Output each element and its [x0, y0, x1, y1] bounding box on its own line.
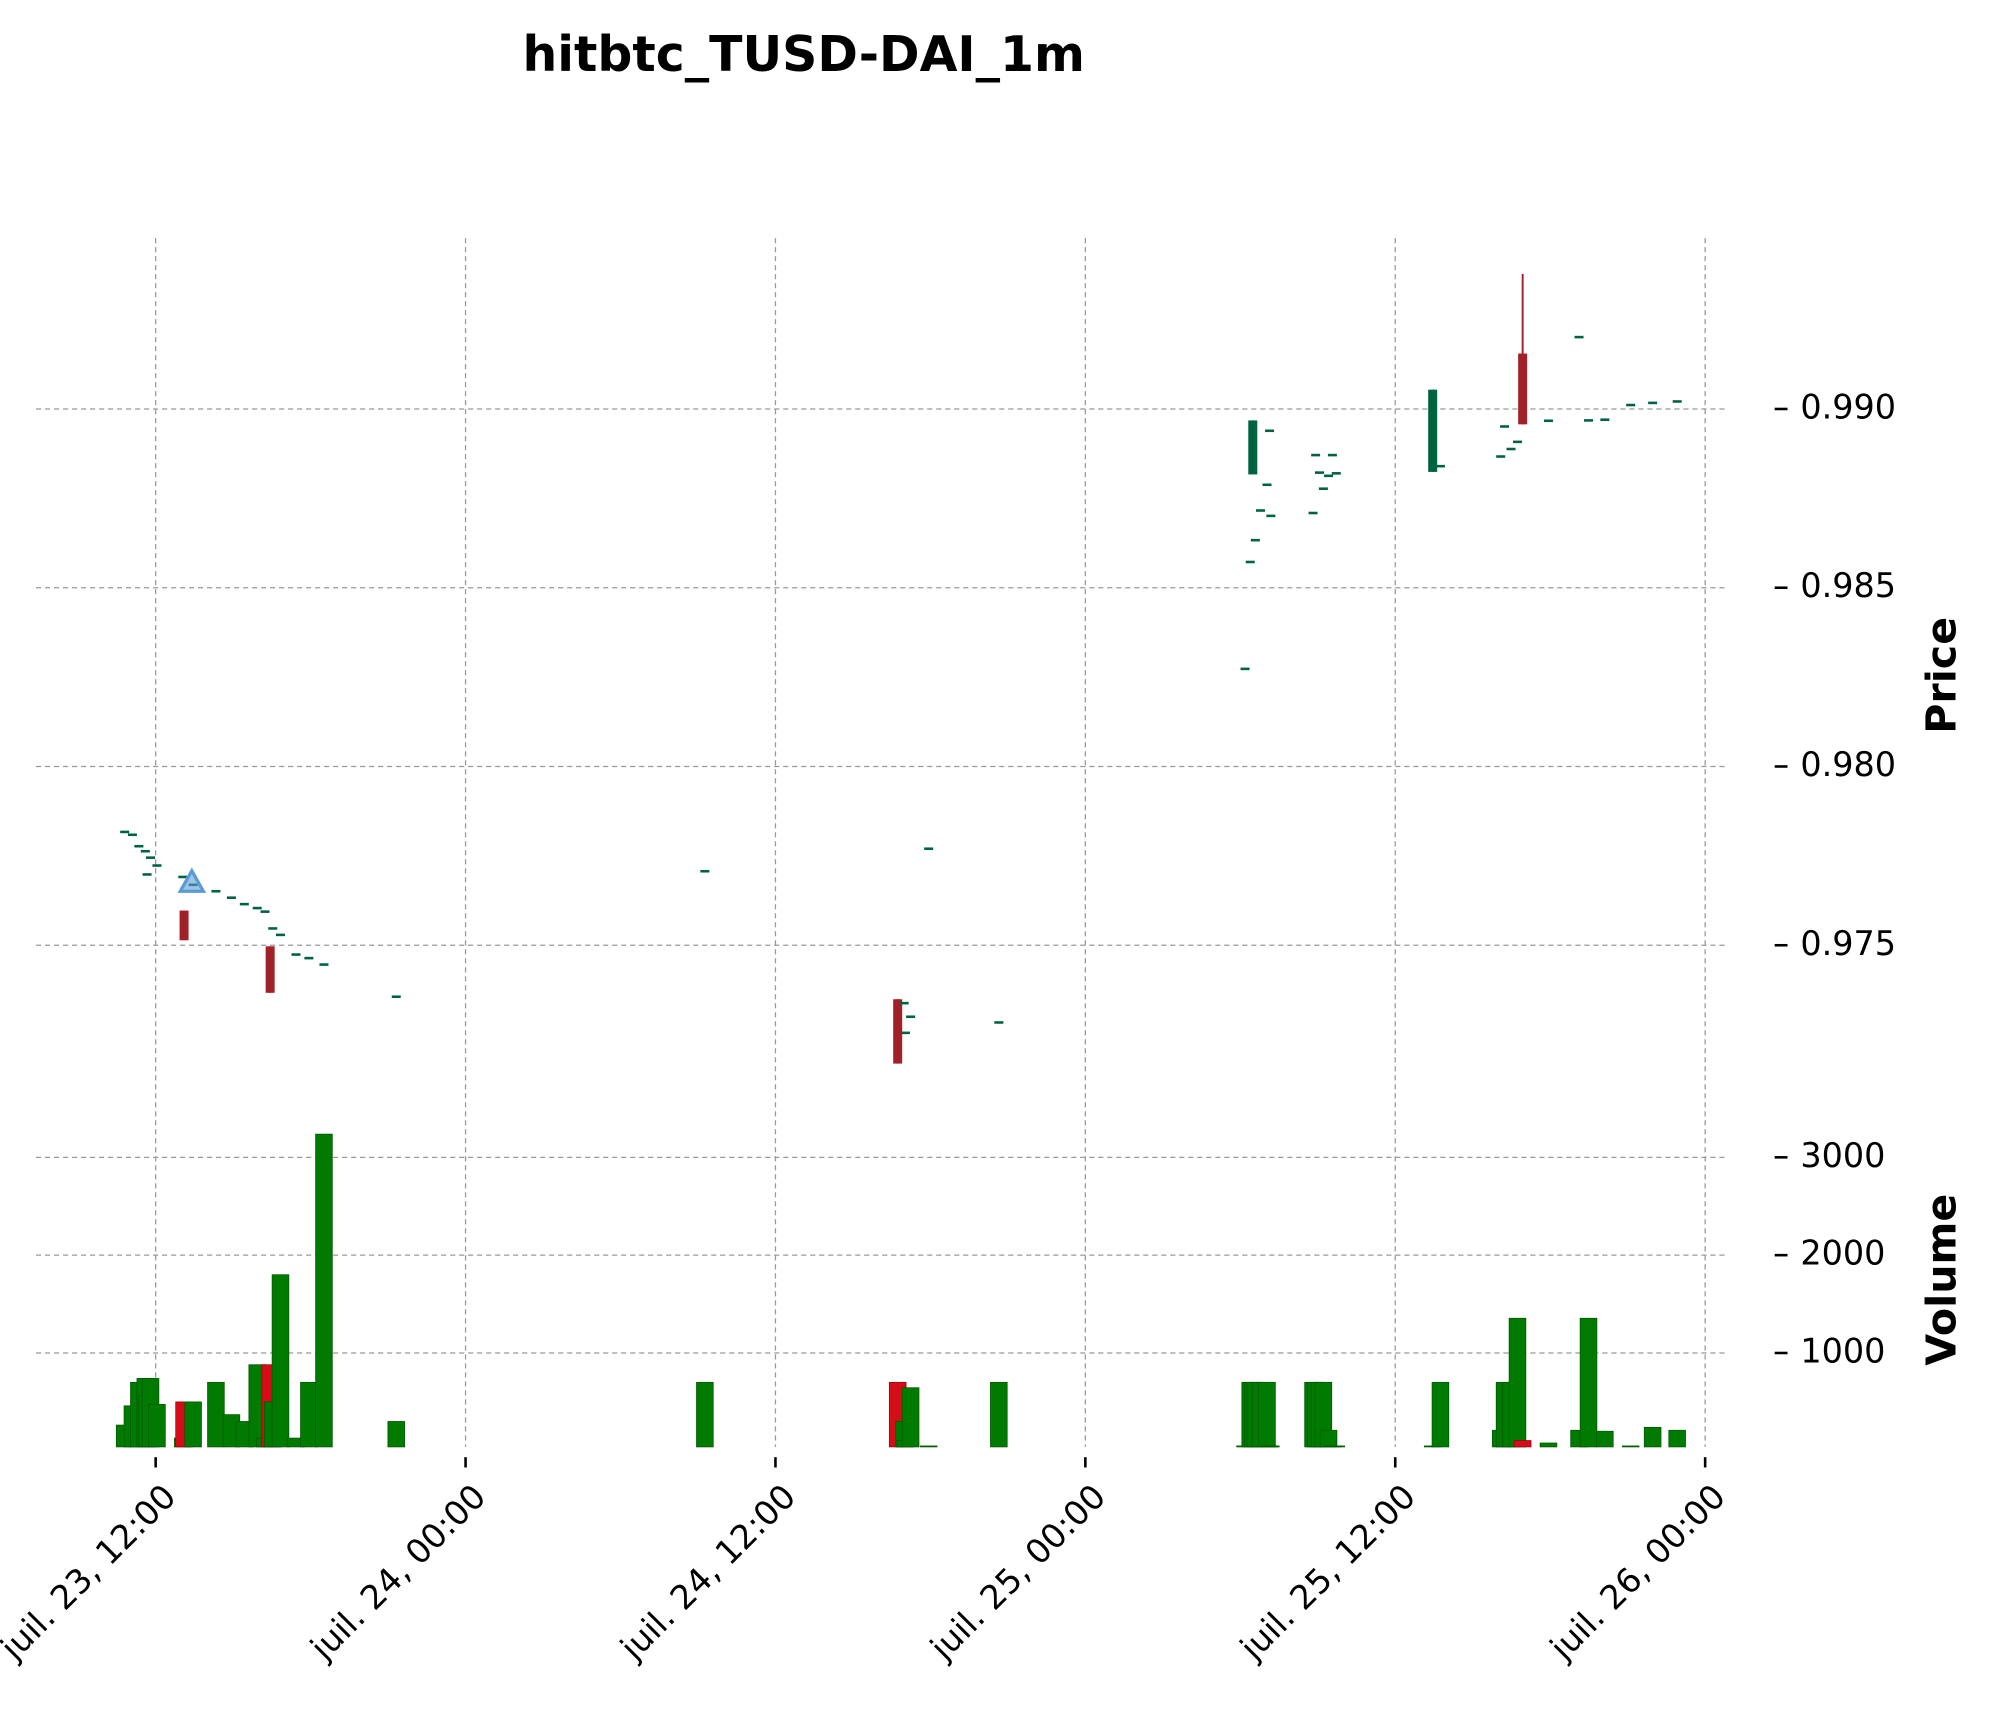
candle-body [994, 1021, 1004, 1024]
candle-body [226, 896, 236, 899]
x-tick-label: juil. 26, 00:00 [1542, 1477, 1733, 1668]
candle-body [893, 999, 903, 1064]
x-tick-label: juil. 24, 12:00 [612, 1477, 803, 1668]
candle-body [1543, 419, 1553, 423]
candle-body [1256, 509, 1266, 512]
candle-body [291, 953, 301, 956]
candle-body [1324, 474, 1334, 478]
chart-title: hitbtc_TUSD-DAI_1m [523, 26, 1085, 83]
volume-bar [1513, 1440, 1532, 1448]
volume-bar [1596, 1430, 1614, 1448]
candle-body [1240, 667, 1250, 671]
candle-body [179, 910, 189, 941]
candle-body [924, 847, 934, 851]
volume-bar [1319, 1429, 1338, 1448]
volume-bar [1431, 1381, 1450, 1448]
volume-bar [1643, 1426, 1662, 1448]
volume-bar [207, 1381, 225, 1448]
volume-bar [271, 1274, 290, 1448]
candle-body [239, 902, 249, 906]
volume-bar [901, 1387, 920, 1448]
volume-bar [300, 1381, 318, 1448]
candle-body [900, 1031, 910, 1035]
candle-body [127, 833, 137, 837]
candle-body [1506, 447, 1516, 451]
candle-body [1318, 487, 1328, 490]
volume-tick-label: 3000 [1800, 1136, 1885, 1175]
candle-body [1584, 419, 1594, 422]
y-axis-label: Price [1917, 617, 1965, 734]
volume-bar [1327, 1445, 1346, 1448]
candle-body [1266, 514, 1276, 518]
candle-body [211, 889, 221, 893]
candle-body [260, 910, 270, 913]
candle-body [1314, 471, 1324, 474]
candle-body [1574, 335, 1584, 339]
candle-body [1311, 453, 1321, 457]
candle-body [1500, 425, 1510, 428]
y-tick-label: 0.990 [1800, 387, 1896, 426]
candle-body [1496, 455, 1506, 458]
candle-body [1672, 400, 1682, 403]
candle-body [700, 869, 710, 873]
volume-bar [1258, 1381, 1276, 1448]
volume-bar [184, 1401, 202, 1448]
candle-body [1518, 353, 1528, 425]
volume-bar [1668, 1429, 1686, 1448]
candle-body [1327, 453, 1337, 457]
candle-body [1265, 429, 1275, 433]
candle-body [1245, 560, 1255, 564]
volume-tick-label: 2000 [1800, 1234, 1885, 1273]
candle-body [1435, 464, 1445, 468]
candle-body [134, 844, 144, 848]
candle-body [140, 849, 150, 853]
candle-body [120, 830, 130, 834]
volume-bar [1621, 1445, 1640, 1448]
candle-body [275, 933, 285, 937]
candle-body [1308, 511, 1318, 515]
volume-axis-label: Volume [1917, 1194, 1965, 1366]
candle-body [319, 963, 329, 966]
x-tick-label: juil. 23, 12:00 [0, 1477, 183, 1668]
volume-bar [315, 1133, 333, 1448]
volume-bar [1508, 1317, 1527, 1448]
candle-body [906, 1015, 916, 1019]
volume-bar [1262, 1445, 1280, 1448]
candle-body [145, 856, 155, 859]
signal-marker [177, 867, 207, 893]
candle-body [1331, 472, 1341, 475]
candle-body [1512, 440, 1522, 444]
candle-body [152, 864, 162, 867]
volume-bar [696, 1381, 714, 1448]
y-tick-label: 0.975 [1800, 924, 1896, 963]
candle-body [1600, 418, 1610, 421]
volume-tick-label: 1000 [1800, 1331, 1885, 1370]
y-tick-label: 0.985 [1800, 566, 1896, 605]
candle-body [178, 875, 188, 879]
candle-body [1626, 403, 1636, 407]
candle-body [252, 906, 262, 910]
x-tick-label: juil. 25, 00:00 [922, 1477, 1113, 1668]
candle-body [899, 1001, 909, 1005]
candle-body [1250, 538, 1260, 542]
candle-body [268, 927, 278, 930]
candle-body [391, 995, 401, 999]
volume-bar [387, 1421, 406, 1448]
candle-body [265, 946, 275, 993]
x-tick-label: juil. 25, 12:00 [1232, 1477, 1423, 1668]
candle-body [304, 956, 314, 960]
volume-bar [1539, 1442, 1558, 1448]
candle-body [1248, 420, 1258, 475]
y-tick-label: 0.980 [1800, 745, 1896, 784]
volume-bar [919, 1445, 938, 1448]
candle-body [1428, 389, 1438, 472]
x-tick-label: juil. 24, 00:00 [302, 1477, 493, 1668]
candle-body [1648, 401, 1658, 405]
volume-bar [148, 1403, 166, 1448]
volume-bar [990, 1381, 1008, 1448]
candle-body [1262, 483, 1272, 487]
volume-bar [1579, 1317, 1598, 1448]
candle-body [142, 873, 152, 876]
